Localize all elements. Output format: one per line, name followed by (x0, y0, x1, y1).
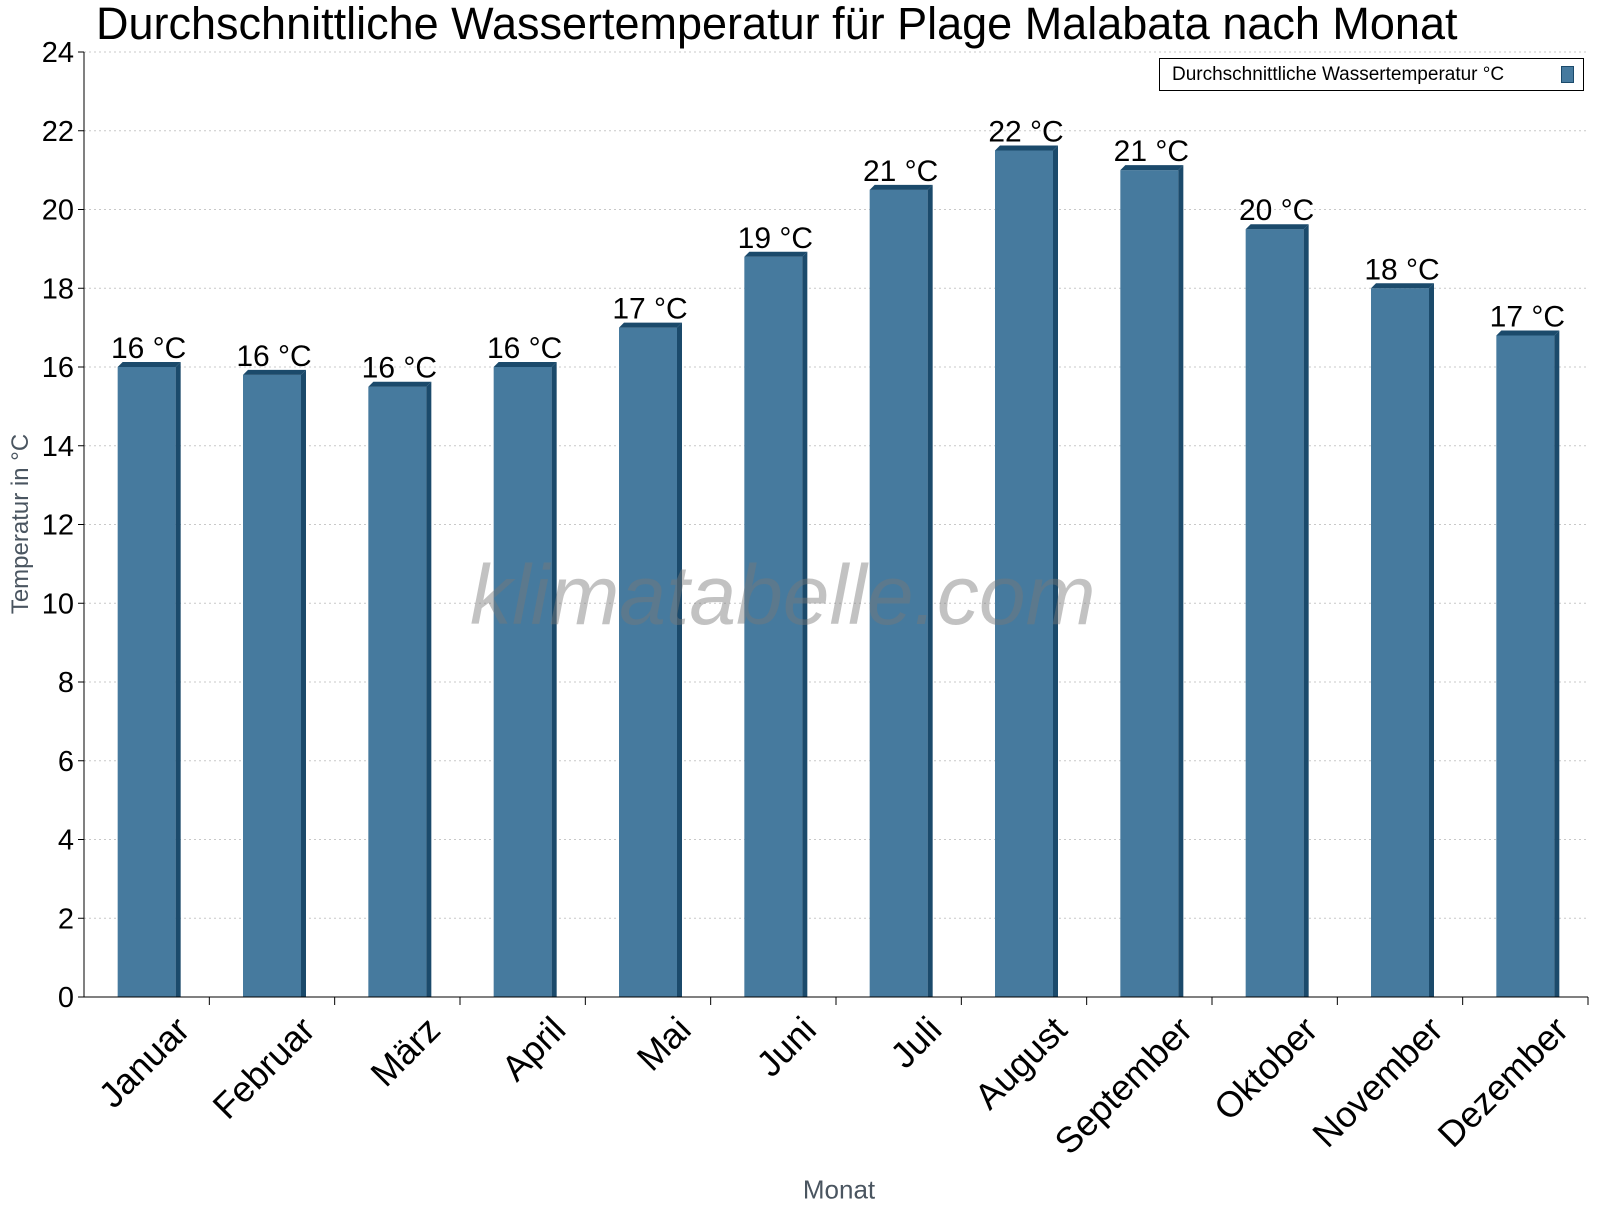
x-tick-label: März (362, 1009, 448, 1095)
y-tick-label: 4 (58, 825, 74, 857)
bar-side (1178, 165, 1184, 997)
bar-top (995, 145, 1058, 151)
data-labels: 16 °C 16 °C 16 °C 16 °C 17 °C 19 °C 21 °C 22 °C… (111, 115, 1565, 384)
bar-side (426, 381, 432, 997)
grid-lines (84, 51, 1588, 919)
y-tick-label: 2 (58, 903, 74, 935)
data-label: 19 °C (738, 222, 813, 255)
bar-side (802, 251, 808, 997)
bar (995, 150, 1053, 997)
bar-side (927, 184, 933, 997)
bar-top (1120, 165, 1184, 171)
y-tick-label: 18 (42, 273, 74, 305)
bar-side (551, 362, 557, 997)
y-tick-label: 16 (42, 352, 74, 384)
x-tick-label: April (493, 1009, 573, 1089)
x-tick-label: September (1046, 1009, 1200, 1163)
data-label: 21 °C (1114, 135, 1189, 168)
bar (619, 327, 677, 997)
x-axis-label: Monat (802, 1174, 876, 1205)
bar-side (1303, 224, 1309, 997)
y-tick-label: 10 (42, 588, 74, 620)
data-label: 16 °C (236, 340, 311, 373)
bar (243, 374, 301, 997)
bar (493, 367, 552, 997)
y-tick-label: 24 (42, 37, 74, 69)
bar (869, 189, 928, 997)
axes (78, 51, 1589, 1005)
bar-top (619, 322, 682, 328)
x-tick-label: Mai (629, 1009, 699, 1079)
bar-side (301, 369, 306, 997)
data-label: 18 °C (1364, 253, 1439, 286)
x-tick-label: Januar (90, 1009, 197, 1116)
legend-swatch (1561, 66, 1574, 83)
x-tick-label: November (1304, 1009, 1450, 1155)
bar-top (1245, 224, 1309, 230)
y-tick-label: 6 (58, 746, 74, 778)
bar-top (869, 184, 933, 190)
y-axis-label: Temperatur in °C (7, 433, 34, 615)
data-label: 16 °C (362, 352, 437, 385)
x-tick-label: Juli (882, 1009, 949, 1076)
bar-top (368, 381, 432, 387)
y-tick-label: 20 (42, 195, 74, 227)
x-tick-label: August (966, 1009, 1074, 1117)
x-tick-labels: Januar Februar März April Mai Juni Juli AugustS… (90, 1009, 1576, 1163)
data-label: 16 °C (487, 332, 562, 365)
bar-side (1053, 145, 1058, 997)
bar (1371, 288, 1429, 997)
data-label: 21 °C (863, 155, 938, 188)
y-tick-label: 8 (58, 667, 74, 699)
data-label: 17 °C (1490, 301, 1565, 334)
bar-side (677, 322, 682, 997)
data-label: 16 °C (111, 332, 186, 365)
data-label: 22 °C (988, 115, 1063, 148)
x-tick-label: Juni (748, 1009, 824, 1085)
bar-side (1554, 330, 1560, 997)
y-tick-label: 0 (58, 982, 74, 1014)
bar-top (493, 362, 557, 367)
data-label: 17 °C (612, 293, 687, 326)
legend-label: Durchschnittliche Wassertemperatur °C (1172, 64, 1505, 85)
bar (744, 256, 803, 997)
y-tick-label: 14 (42, 431, 74, 463)
bar (368, 386, 427, 997)
legend: Durchschnittliche Wassertemperatur °C (1159, 58, 1584, 91)
x-tick-label: Dezember (1430, 1009, 1576, 1155)
bar (117, 367, 176, 997)
bar-top (117, 362, 181, 367)
x-tick-label: Oktober (1206, 1009, 1326, 1129)
y-tick-label: 12 (42, 510, 74, 542)
chart-title: Durchschnittliche Wassertemperatur für P… (96, 0, 1458, 49)
bar-top (744, 251, 808, 257)
y-tick-label: 22 (42, 116, 74, 148)
bar-side (175, 362, 181, 997)
bar-top (243, 369, 306, 375)
bar-top (1496, 330, 1560, 336)
bar (1120, 170, 1179, 997)
data-label: 20 °C (1239, 194, 1314, 227)
x-tick-label: Februar (205, 1009, 323, 1127)
bar-top (1371, 283, 1434, 289)
bar (1245, 229, 1304, 997)
bar (1496, 335, 1555, 997)
bars (117, 145, 1560, 997)
bar-side (1429, 283, 1434, 997)
